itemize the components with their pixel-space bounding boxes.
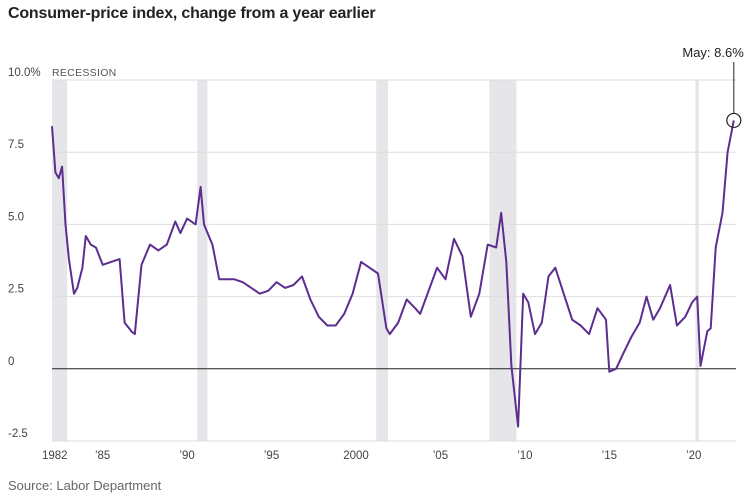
recession-band-4: [489, 80, 517, 441]
recession-band-5: [695, 80, 699, 441]
x-tick-label: ’05: [433, 450, 448, 462]
x-axis-tick-labels: 1982 ’85 ’90 ’95 2000 ’05 ’10 ’15 ’20: [42, 450, 701, 462]
cpi-series-line: [51, 120, 735, 428]
x-tick-label: ’90: [179, 450, 194, 462]
y-tick-label: 5.0: [8, 211, 24, 223]
source-note: Source: Labor Department: [8, 478, 162, 493]
y-tick-label: -2.5: [8, 428, 28, 440]
recession-band-1: [52, 80, 68, 441]
x-tick-label: ’15: [602, 450, 617, 462]
y-tick-label: 10.0%: [8, 67, 41, 79]
recession-band-2: [197, 80, 208, 441]
recession-label: RECESSION: [52, 67, 117, 79]
y-axis-tick-labels: -2.5 0 2.5 5.0 7.5 10.0%: [8, 67, 41, 440]
x-tick-label: ’10: [517, 450, 532, 462]
x-tick-label: ’85: [95, 450, 110, 462]
y-tick-label: 7.5: [8, 139, 24, 151]
x-tick-label: ’95: [264, 450, 279, 462]
y-tick-label: 0: [8, 356, 14, 368]
latest-value-callout: May: 8.6%: [682, 45, 744, 129]
recession-bands: [52, 80, 699, 441]
x-tick-label: 2000: [343, 450, 369, 462]
x-tick-label: ’20: [686, 450, 701, 462]
chart-title: Consumer-price index, change from a year…: [8, 5, 376, 22]
recession-band-3: [376, 80, 389, 441]
gridlines: [52, 79, 736, 442]
x-tick-label: 1982: [42, 450, 68, 462]
y-tick-label: 2.5: [8, 284, 24, 296]
callout-label: May: 8.6%: [682, 45, 744, 60]
